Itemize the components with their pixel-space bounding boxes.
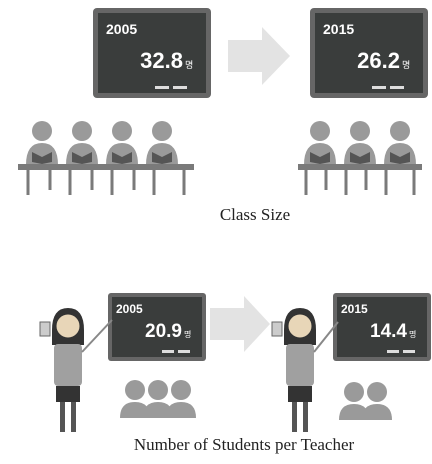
board: 2015 14.4 명 xyxy=(333,293,431,361)
students-left xyxy=(18,121,194,195)
desk-legs xyxy=(306,170,414,195)
chalk xyxy=(372,86,386,89)
caption: Class Size xyxy=(220,205,290,224)
students xyxy=(120,380,196,418)
board-year: 2005 xyxy=(116,302,143,316)
student xyxy=(304,121,336,165)
desk xyxy=(18,164,194,170)
desk xyxy=(298,164,422,170)
student xyxy=(26,121,58,165)
board-value: 32.8 xyxy=(140,48,183,73)
board-unit: 명 xyxy=(402,60,410,71)
chalk xyxy=(173,86,187,89)
board-value: 20.9 xyxy=(145,321,182,342)
board: 2005 20.9 명 xyxy=(108,293,206,361)
board: 2015 26.2 명 xyxy=(310,8,428,98)
chalk xyxy=(387,350,399,353)
student xyxy=(384,121,416,165)
student xyxy=(106,121,138,165)
caption: Number of Students per Teacher xyxy=(134,435,355,454)
desk-legs xyxy=(28,170,184,195)
board-year: 2005 xyxy=(106,21,137,37)
board-unit: 명 xyxy=(184,329,191,339)
board: 2005 32.8 명 xyxy=(93,8,211,98)
infographic: 2005 32.8 명 2015 26.2 명 Class Size xyxy=(0,0,432,464)
board-value: 26.2 xyxy=(357,48,400,73)
arrow xyxy=(210,296,270,352)
students xyxy=(339,382,392,420)
board-value: 14.4 xyxy=(370,321,407,342)
chalk xyxy=(403,350,415,353)
board-unit: 명 xyxy=(409,329,416,339)
arrow xyxy=(228,27,290,85)
teacher xyxy=(40,308,112,432)
student xyxy=(66,121,98,165)
chalk xyxy=(162,350,174,353)
chalk xyxy=(390,86,404,89)
student xyxy=(146,121,178,165)
student xyxy=(344,121,376,165)
board-year: 2015 xyxy=(341,302,368,316)
board-unit: 명 xyxy=(185,60,193,71)
chalk xyxy=(178,350,190,353)
students-right xyxy=(298,121,422,195)
teacher xyxy=(272,308,338,432)
board-year: 2015 xyxy=(323,21,354,37)
chalk xyxy=(155,86,169,89)
